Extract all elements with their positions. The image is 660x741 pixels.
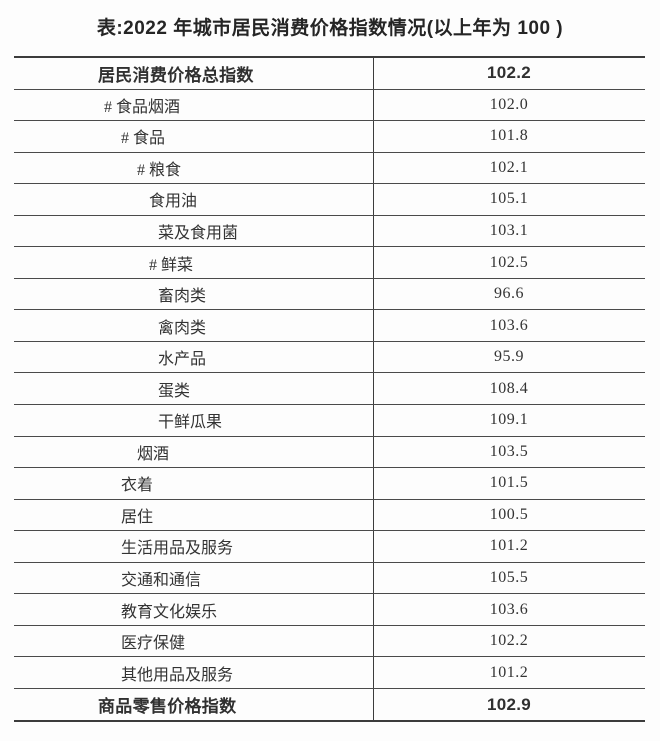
row-value: 102.0 xyxy=(489,95,529,113)
row-label: 医疗保健 xyxy=(14,625,374,657)
table-row: 菜及食用菌 103.1 xyxy=(14,215,645,248)
row-value: 108.4 xyxy=(489,379,529,397)
row-label: # 鲜菜 xyxy=(14,247,374,278)
row-label: 交通和通信 xyxy=(14,562,374,594)
row-label: 食用油 xyxy=(14,184,374,215)
row-label: 干鲜瓜果 xyxy=(14,405,374,436)
row-value: 109.1 xyxy=(489,411,529,429)
row-label: # 食品 xyxy=(14,121,374,152)
table-row: 烟酒 103.5 xyxy=(14,436,645,469)
row-label: # 食品烟酒 xyxy=(14,89,374,121)
table-row: 其他用品及服务 101.2 xyxy=(14,657,645,689)
table-row: 蛋类 108.4 xyxy=(14,373,645,406)
table-row: # 食品烟酒 102.0 xyxy=(14,89,645,122)
row-label: 菜及食用菌 xyxy=(14,215,374,247)
row-value: 102.1 xyxy=(489,158,529,176)
row-label: 水产品 xyxy=(14,341,374,373)
table-row: 禽肉类 103.6 xyxy=(14,310,645,342)
row-value: 102.2 xyxy=(486,63,532,83)
table-row: 医疗保健 102.2 xyxy=(14,625,645,658)
row-label: 蛋类 xyxy=(14,373,374,405)
table-row: 食用油 105.1 xyxy=(14,184,645,216)
row-label: 其他用品及服务 xyxy=(14,657,374,688)
table-row: 生活用品及服务 101.2 xyxy=(14,531,645,563)
row-label: 烟酒 xyxy=(14,436,374,468)
row-value: 101.2 xyxy=(489,537,529,555)
row-value: 100.5 xyxy=(489,505,529,523)
row-value: 101.8 xyxy=(489,127,529,145)
row-label: 禽肉类 xyxy=(14,310,374,341)
row-value: 96.6 xyxy=(494,285,524,303)
row-value: 103.1 xyxy=(489,222,529,239)
row-label: 生活用品及服务 xyxy=(14,531,374,562)
table-title: 表:2022 年城市居民消费价格指数情况(以上年为 100 ) xyxy=(96,18,564,39)
row-label: # 粮食 xyxy=(14,152,374,184)
table-row: 水产品 95.9 xyxy=(14,341,645,374)
row-value: 103.6 xyxy=(489,316,529,334)
table-row: 居住 100.5 xyxy=(14,499,645,532)
row-label: 畜肉类 xyxy=(14,278,374,310)
row-value: 101.5 xyxy=(489,474,529,492)
table-row: 衣着 101.5 xyxy=(14,468,645,500)
table-row: # 鲜菜 102.5 xyxy=(14,247,645,279)
row-label: 衣着 xyxy=(14,468,374,499)
table-row: 交通和通信 105.5 xyxy=(14,562,645,595)
table-row: # 食品 101.8 xyxy=(14,121,645,153)
table-row: 干鲜瓜果 109.1 xyxy=(14,405,645,437)
row-value: 102.2 xyxy=(489,632,529,650)
row-value: 102.5 xyxy=(489,253,529,271)
table-row: 教育文化娱乐 103.6 xyxy=(14,594,645,626)
row-value: 105.5 xyxy=(489,569,529,587)
row-value: 105.1 xyxy=(489,190,529,208)
table-row: 畜肉类 96.6 xyxy=(14,278,645,311)
table-row: # 粮食 102.1 xyxy=(14,152,645,185)
row-label: 居民消费价格总指数 xyxy=(14,58,374,89)
row-label: 商品零售价格指数 xyxy=(14,688,374,721)
row-value: 103.6 xyxy=(489,600,529,618)
row-value: 95.9 xyxy=(494,348,524,366)
row-value: 103.5 xyxy=(489,442,529,460)
row-label: 居住 xyxy=(14,499,374,531)
table-row: 商品零售价格指数 102.9 xyxy=(14,688,645,721)
cpi-table: 居民消费价格总指数 102.2 # 食品烟酒 102.0 # 食品 101.8 # 粮食 10… xyxy=(14,56,645,723)
table-row: 居民消费价格总指数 102.2 xyxy=(14,58,645,90)
row-label: 教育文化娱乐 xyxy=(14,594,374,625)
row-value: 102.9 xyxy=(486,694,532,714)
row-value: 101.2 xyxy=(489,663,529,681)
